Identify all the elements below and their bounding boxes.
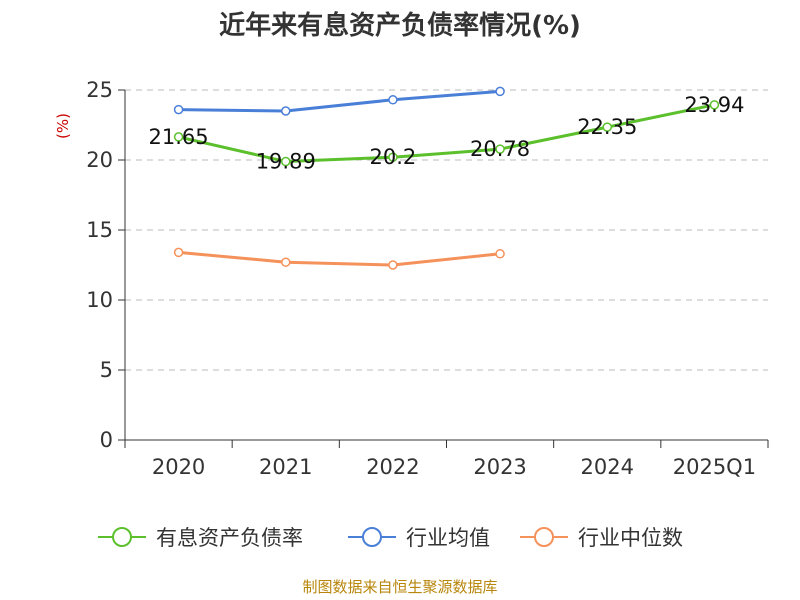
- data-point: [281, 257, 291, 267]
- data-label: 21.65: [149, 125, 209, 149]
- legend-label: 行业中位数: [578, 526, 683, 550]
- data-point: [388, 260, 398, 270]
- data-labels: 21.65 19.89 20.2 20.78 22.35 23.94: [149, 93, 745, 174]
- data-point: [495, 249, 505, 259]
- series-line-2: [178, 250, 501, 267]
- axes: 0 5 10 15 20 25 2020 2021 2022 2023 2024 2025Q1: [86, 78, 769, 479]
- series-line-1: [178, 89, 501, 113]
- x-tick-label: 2023: [473, 455, 526, 479]
- y-tick-label: 0: [100, 428, 113, 452]
- data-label: 22.35: [577, 115, 637, 139]
- data-point: [388, 152, 398, 162]
- data-point: [173, 247, 184, 258]
- series-line-0: [178, 103, 715, 164]
- y-tick-label: 5: [100, 358, 113, 382]
- legend: 有息资产负债率 行业均值 行业中位数: [98, 526, 683, 550]
- series-lines: [173, 86, 720, 270]
- y-tick-label: 15: [86, 218, 113, 242]
- data-point: [281, 106, 291, 116]
- x-tick-label: 2025Q1: [673, 455, 756, 479]
- data-point: [495, 86, 505, 97]
- y-axis-label: (%): [54, 113, 72, 139]
- legend-label: 行业均值: [406, 526, 490, 550]
- source-note: 制图数据来自恒生聚源数据库: [302, 578, 497, 596]
- y-tick-label: 20: [86, 148, 113, 172]
- legend-marker: [534, 527, 554, 547]
- data-label: 20.2: [370, 145, 417, 169]
- y-tick-label: 10: [86, 288, 113, 312]
- data-point: [173, 132, 184, 142]
- x-tick-label: 2022: [366, 455, 419, 479]
- legend-marker: [112, 527, 132, 547]
- x-tick-label: 2020: [152, 455, 205, 479]
- y-tick-label: 25: [86, 78, 113, 102]
- data-point: [602, 122, 612, 132]
- data-label: 20.78: [470, 137, 530, 161]
- legend-label: 有息资产负债率: [156, 526, 303, 550]
- data-point: [709, 100, 720, 110]
- data-point: [173, 104, 184, 115]
- data-point: [495, 144, 505, 154]
- x-tick-label: 2024: [581, 455, 634, 479]
- x-tick-label: 2021: [259, 455, 312, 479]
- data-label: 19.89: [256, 150, 316, 174]
- data-label: 23.94: [684, 93, 744, 117]
- data-point: [281, 156, 291, 167]
- data-point: [388, 95, 398, 105]
- grid-lines: [125, 89, 768, 371]
- legend-marker: [362, 527, 382, 547]
- chart-title: 近年来有息资产负债率情况(%): [219, 10, 581, 41]
